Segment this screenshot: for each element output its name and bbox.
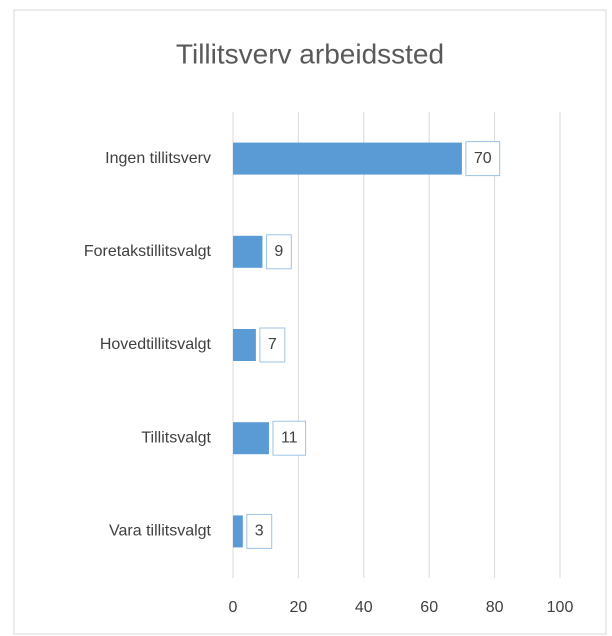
bar: [233, 329, 256, 361]
bar: [233, 422, 269, 455]
x-tick-label: 20: [290, 599, 308, 616]
y-tick-label: Hovedtillitsvalgt: [100, 336, 212, 353]
x-tick-label: 80: [486, 599, 504, 616]
data-label-box: [465, 141, 501, 177]
data-label: 70: [474, 150, 492, 167]
data-label-box: [265, 234, 292, 270]
y-tick-label: Foretakstillitsvalgt: [84, 243, 212, 260]
chart-frame: [13, 9, 607, 635]
data-label: 11: [281, 429, 298, 446]
chart-title: Tillitsverv arbeidssted: [176, 38, 444, 69]
data-label: 7: [268, 336, 277, 353]
x-tick-label: 60: [420, 599, 438, 616]
data-label: 9: [274, 243, 283, 260]
y-tick-label: Tillitsvalgt: [141, 429, 211, 446]
x-tick-label: 100: [547, 599, 574, 616]
bar: [233, 142, 462, 175]
data-label-box: [272, 420, 307, 456]
bar: [233, 515, 243, 548]
y-tick-label: Vara tillitsvalgt: [109, 523, 212, 540]
bar: [233, 235, 263, 268]
y-tick-label: Ingen tillitsverv: [105, 150, 211, 167]
x-tick-label: 40: [355, 599, 373, 616]
data-label-box: [259, 327, 286, 363]
x-tick-label: 0: [229, 599, 238, 616]
data-label: 3: [255, 523, 264, 540]
data-label-box: [246, 513, 273, 549]
